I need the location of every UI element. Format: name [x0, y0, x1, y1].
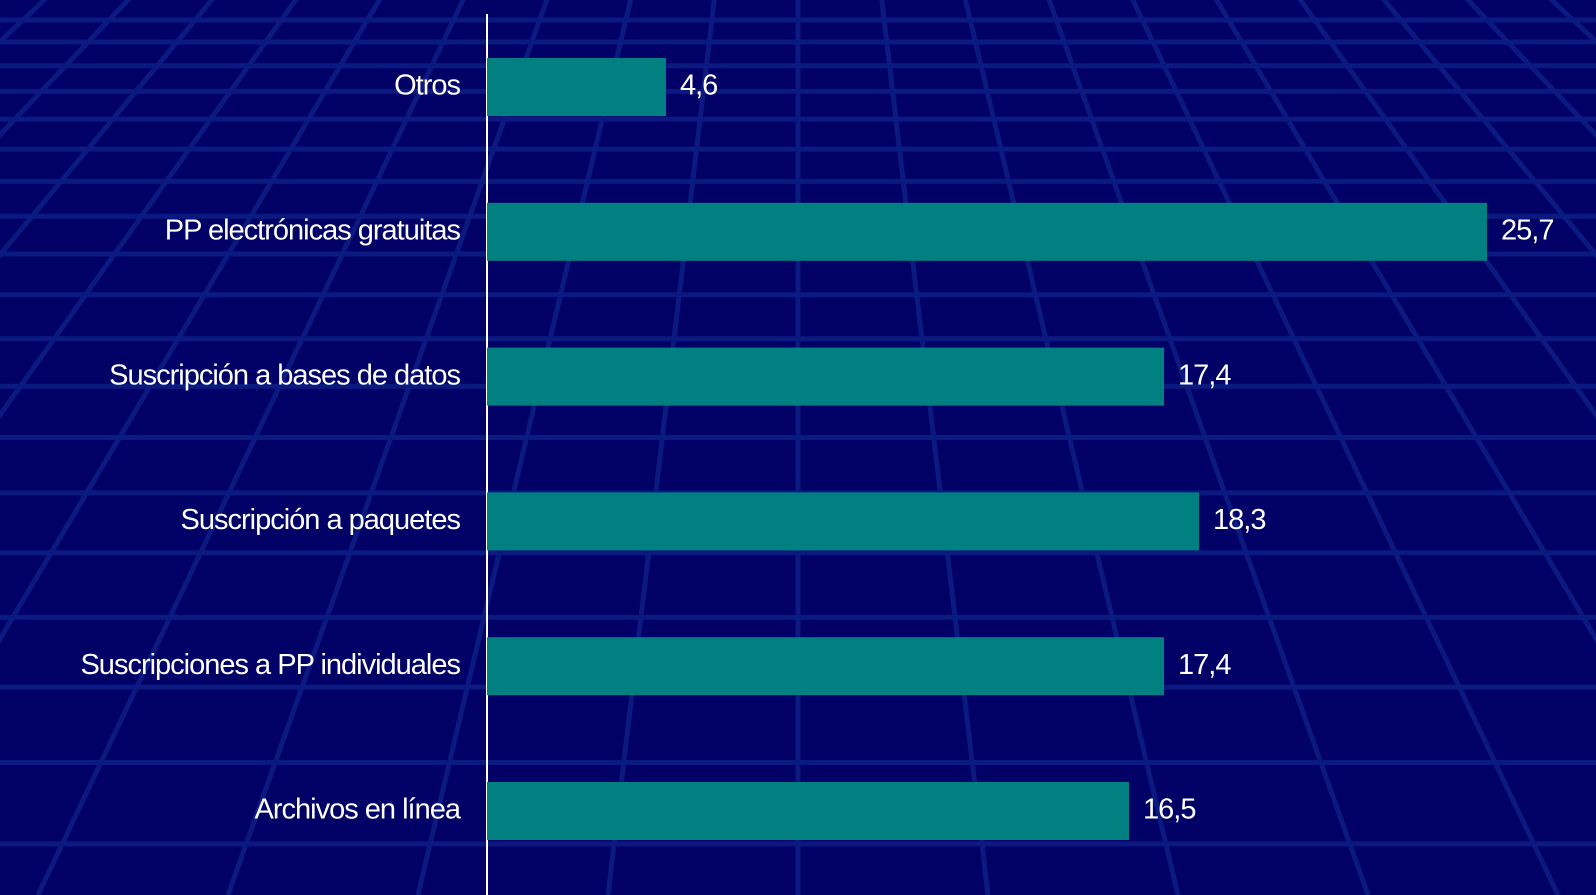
bar	[487, 347, 1165, 406]
category-label: Suscripciones a PP individuales	[80, 649, 460, 681]
deco-line	[35, 0, 466, 895]
value-label: 25,7	[1501, 214, 1553, 246]
deco-line	[1213, 0, 1596, 644]
deco-line	[0, 0, 383, 644]
deco-line	[225, 0, 550, 895]
value-label: 18,3	[1213, 504, 1265, 536]
deco-line	[415, 0, 634, 895]
deco-line	[605, 0, 717, 895]
deco-line	[879, 0, 991, 895]
value-label: 17,4	[1178, 359, 1231, 391]
bar	[487, 492, 1200, 551]
category-label: Suscripción a paquetes	[181, 504, 461, 536]
category-label: Otros	[394, 70, 460, 102]
category-label: Archivos en línea	[255, 794, 462, 826]
deco-line	[962, 0, 1181, 895]
category-label: PP electrónicas gratuitas	[165, 214, 461, 246]
deco-line	[1130, 0, 1561, 895]
bar	[487, 782, 1130, 840]
bar	[487, 202, 1487, 261]
value-label: 17,4	[1178, 649, 1231, 681]
deco-line	[1297, 0, 1596, 420]
value-label: 16,5	[1143, 794, 1195, 826]
deco-line	[1046, 0, 1371, 895]
bar	[487, 58, 666, 116]
category-label: Suscripción a bases de datos	[109, 359, 460, 391]
bar	[487, 637, 1165, 696]
value-label: 4,6	[680, 70, 717, 102]
deco-line	[0, 0, 299, 420]
